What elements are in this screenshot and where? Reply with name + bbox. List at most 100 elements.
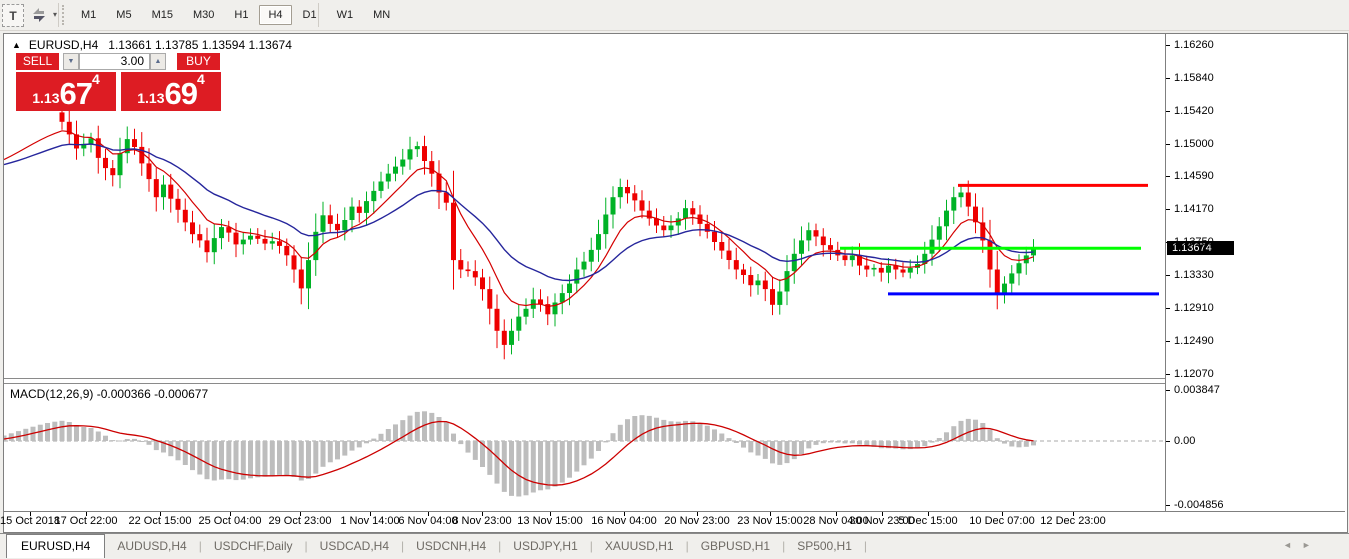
chart-tab-audusd[interactable]: AUDUSD,H4 xyxy=(117,539,187,553)
chart-tab-xauusd[interactable]: XAUUSD,H1 xyxy=(604,539,674,553)
chart-tab-usdcnh[interactable]: USDCNH,H4 xyxy=(416,539,487,553)
toolbar-grip-handle[interactable] xyxy=(62,5,67,25)
time-axis-tick xyxy=(30,512,31,516)
timeframe-button-w1[interactable]: W1 xyxy=(336,9,354,21)
tab-divider: | xyxy=(401,539,405,553)
volume-decrease-button[interactable]: ▼ xyxy=(63,53,79,70)
ohlc-high: 1.13785 xyxy=(155,38,199,52)
tab-divider: | xyxy=(782,539,786,553)
price-axis-label: 1.15000 xyxy=(1174,137,1214,150)
price-pane[interactable]: ▲ EURUSD,H4 1.13661 1.13785 1.13594 1.13… xyxy=(3,34,1165,378)
chart-tab-usdchf[interactable]: USDCHF,Daily xyxy=(213,539,293,553)
swap-dropdown-caret-icon[interactable]: ▾ xyxy=(52,10,57,19)
pane-splitter[interactable] xyxy=(4,378,1345,379)
tab-divider: | xyxy=(198,539,202,553)
time-axis-tick xyxy=(160,512,161,516)
price-axis-border xyxy=(1165,34,1166,511)
macd-pane[interactable]: MACD(12,26,9) -0.000366 -0.000677 xyxy=(1,384,1165,511)
macd-chart-canvas[interactable] xyxy=(1,384,1165,511)
timeframe-button-m30[interactable]: M30 xyxy=(192,9,215,21)
timeframe-button-h4[interactable]: H4 xyxy=(259,5,292,25)
tab-divider: | xyxy=(863,539,868,553)
timeframe-toolbar: M1 M5 M15 M30 H1 H4 D1 W1 MN xyxy=(72,3,401,27)
text-tool-icon[interactable]: T xyxy=(2,4,24,27)
chart-tabs: EURUSD,H4 AUDUSD,H4 | USDCHF,Daily | USDCAD,H… xyxy=(6,533,868,558)
time-axis-label: 22 Oct 15:00 xyxy=(128,515,192,527)
tab-scroll-right-icon[interactable]: ► xyxy=(1301,540,1321,550)
one-click-trading-panel: SELL ▼ 3.00 ▲ BUY 1.13 67 4 1.13 69 4 xyxy=(13,52,223,131)
main-toolbar: T ▾ M1 M5 M15 M30 H1 H4 D1 W1 MN xyxy=(0,0,1349,31)
timeframe-button-d1[interactable]: D1 xyxy=(302,9,317,21)
price-axis-tick xyxy=(1166,308,1170,309)
time-axis-label: 25 Oct 04:00 xyxy=(198,515,262,527)
time-axis-label: 30 Nov 23:00 xyxy=(849,515,915,527)
swap-arrows-glyph xyxy=(33,7,45,22)
buy-price-button[interactable]: 1.13 69 4 xyxy=(121,72,221,111)
volume-input[interactable]: 3.00 xyxy=(79,53,150,70)
time-axis-tick xyxy=(550,512,551,516)
timeframe-button-m5[interactable]: M5 xyxy=(116,9,132,21)
macd-axis-tick xyxy=(1166,505,1170,507)
time-axis-label: 17 Oct 22:00 xyxy=(54,515,118,527)
time-axis-label: 12 Dec 23:00 xyxy=(1040,515,1106,527)
chart-tab-gbpusd[interactable]: GBPUSD,H1 xyxy=(700,539,771,553)
price-axis[interactable]: 1.13674 1.16260 1.15840 1.15420 1.15000 1.14… xyxy=(1166,34,1345,511)
time-axis-label: 6 Nov 04:00 xyxy=(398,515,458,527)
macd-axis-label: 0.00 xyxy=(1174,435,1196,447)
chart-tab-sp500[interactable]: SP500,H1 xyxy=(797,539,852,553)
price-axis-tick xyxy=(1166,275,1170,276)
volume-increase-button[interactable]: ▲ xyxy=(150,53,166,70)
tab-scroll-left-icon[interactable]: ◄ xyxy=(1283,540,1302,550)
macd-indicator-label: MACD(12,26,9) -0.000366 -0.000677 xyxy=(10,387,208,401)
price-axis-tick xyxy=(1166,44,1170,46)
sell-price-big: 67 xyxy=(59,76,92,111)
timeframe-button-m1[interactable]: M1 xyxy=(81,9,97,21)
price-chart-canvas[interactable] xyxy=(3,34,1165,378)
buy-button[interactable]: BUY xyxy=(177,53,220,70)
price-axis-label: 1.15420 xyxy=(1174,104,1214,117)
toolbar-separator xyxy=(318,3,319,27)
time-axis-label: 29 Oct 23:00 xyxy=(268,515,332,527)
price-axis-tick xyxy=(1166,209,1170,210)
chart-tab-usdcad[interactable]: USDCAD,H4 xyxy=(319,539,390,553)
tab-divider: | xyxy=(685,539,689,553)
time-axis-label: 15 Oct 2018 xyxy=(0,515,60,527)
tab-divider: | xyxy=(304,539,308,553)
chart-title: ▲ EURUSD,H4 1.13661 1.13785 1.13594 1.13… xyxy=(12,37,292,53)
price-axis-label: 1.12910 xyxy=(1174,302,1214,314)
time-axis-tick xyxy=(482,512,483,516)
price-axis-tick xyxy=(1166,341,1170,342)
timeframe-button-mn[interactable]: MN xyxy=(373,9,391,21)
pane-splitter[interactable] xyxy=(4,383,1345,384)
time-axis-tick xyxy=(770,512,771,516)
price-axis-tick xyxy=(1166,242,1170,243)
swap-arrows-icon[interactable] xyxy=(28,4,50,25)
buy-price-pip: 4 xyxy=(196,71,205,87)
time-axis-tick xyxy=(1073,512,1074,516)
current-price-tag: 1.13674 xyxy=(1167,240,1234,255)
sell-button[interactable]: SELL xyxy=(16,53,59,70)
price-axis-label: 1.14590 xyxy=(1174,170,1214,182)
time-axis-tick xyxy=(882,512,883,516)
chart-symbol-label: EURUSD,H4 xyxy=(28,38,99,52)
chart-tab-usdjpy[interactable]: USDJPY,H1 xyxy=(513,539,578,553)
timeframe-button-m15[interactable]: M15 xyxy=(151,9,173,21)
price-axis-tick xyxy=(1166,374,1170,375)
time-axis[interactable]: 15 Oct 2018 17 Oct 22:00 22 Oct 15:00 25 Oc… xyxy=(0,512,1345,531)
time-axis-label: 28 Nov 04:00 xyxy=(803,515,869,527)
time-axis-tick xyxy=(370,512,371,516)
time-axis-tick xyxy=(928,512,929,516)
price-axis-tick xyxy=(1166,110,1170,112)
price-axis-tick xyxy=(1166,143,1170,145)
sell-price-button[interactable]: 1.13 67 4 xyxy=(16,72,116,111)
timeframe-button-h1[interactable]: H1 xyxy=(234,9,249,21)
price-axis-label: 1.14170 xyxy=(1174,203,1214,215)
chart-tab-eurusd[interactable]: EURUSD,H4 xyxy=(6,533,106,558)
chart-window: ▲ EURUSD,H4 1.13661 1.13785 1.13594 1.13… xyxy=(0,33,1348,533)
time-axis-tick xyxy=(624,512,625,516)
macd-values: -0.000366 -0.000677 xyxy=(96,387,209,401)
toolbar-separator xyxy=(58,3,59,27)
ohlc-close: 1.13674 xyxy=(248,38,292,52)
oneclick-collapse-icon[interactable]: ▲ xyxy=(12,40,21,50)
